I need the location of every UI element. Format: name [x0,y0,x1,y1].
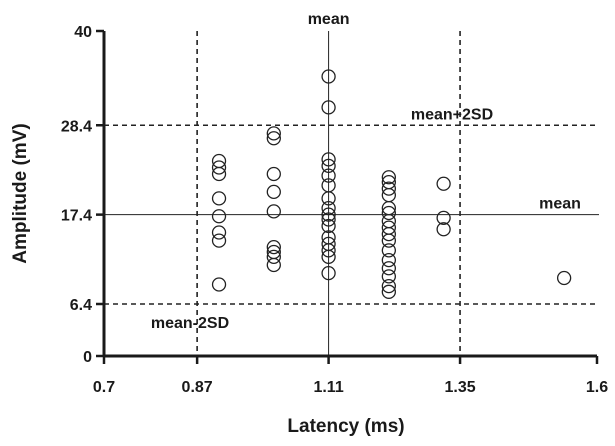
data-point [381,233,396,248]
data-point [211,166,227,182]
y-axis-title: Amplitude (mV) [10,123,31,263]
data-point [321,191,336,206]
data-point [266,249,281,265]
data-point [266,184,281,200]
data-point [211,209,227,224]
data-point [321,207,336,222]
data-point [436,210,451,226]
y-tick-label: 0 [83,349,92,366]
data-point [266,204,281,219]
data-point [211,233,227,248]
y-tick-label: 6.4 [70,297,92,314]
data-point [321,200,336,216]
data-point [211,160,227,175]
data-point [321,243,336,258]
x-tick-label: 1.6 [586,379,608,396]
data-point [321,212,336,227]
data-point [211,277,227,292]
data-point [266,239,281,255]
data-point [321,168,336,183]
data-point [266,131,281,146]
reference-line-labels: mean mean+2SD mean mean-2SD [151,11,581,332]
x-tick-label: 1.11 [313,379,343,396]
data-point [321,158,336,174]
x-axis-title: Latency (ms) [287,416,404,437]
x-tick-label: 0.87 [182,379,213,396]
x-tick-label: 0.7 [93,379,115,396]
data-point [381,170,396,185]
data-point [211,191,227,206]
data-points [211,69,572,299]
y-tick-label: 28.4 [61,118,92,135]
data-point [211,225,227,240]
axes [102,31,597,358]
data-point [321,100,336,115]
data-point [556,270,572,286]
reference-label-4: mean [539,196,581,213]
data-point [321,265,336,281]
y-tick-label: 40 [74,24,92,41]
data-point [381,205,396,221]
data-point [381,261,396,276]
data-point [321,152,336,167]
reference-lines [104,31,599,356]
reference-label-5: mean-2SD [151,315,229,332]
data-point [266,166,281,182]
data-point [381,269,396,284]
y-tick-label: 17.4 [61,208,92,225]
data-point [266,126,281,141]
data-point [381,284,396,299]
y-axis-ticks: 0 6.4 17.4 28.4 40 [61,24,104,366]
reference-label-1: mean [308,11,350,28]
data-point [381,226,396,242]
data-point [436,222,451,237]
data-point [266,257,281,273]
x-axis-ticks: 0.7 0.87 1.11 1.35 1.6 [93,356,608,396]
data-point [381,252,396,268]
data-point [381,181,396,196]
data-point [381,243,396,258]
data-point [321,69,336,84]
x-tick-label: 1.35 [444,379,475,396]
reference-label-3: mean+2SD [411,106,493,123]
data-point [381,278,396,294]
data-point [321,249,336,265]
data-point [321,218,336,234]
data-point [436,176,451,191]
